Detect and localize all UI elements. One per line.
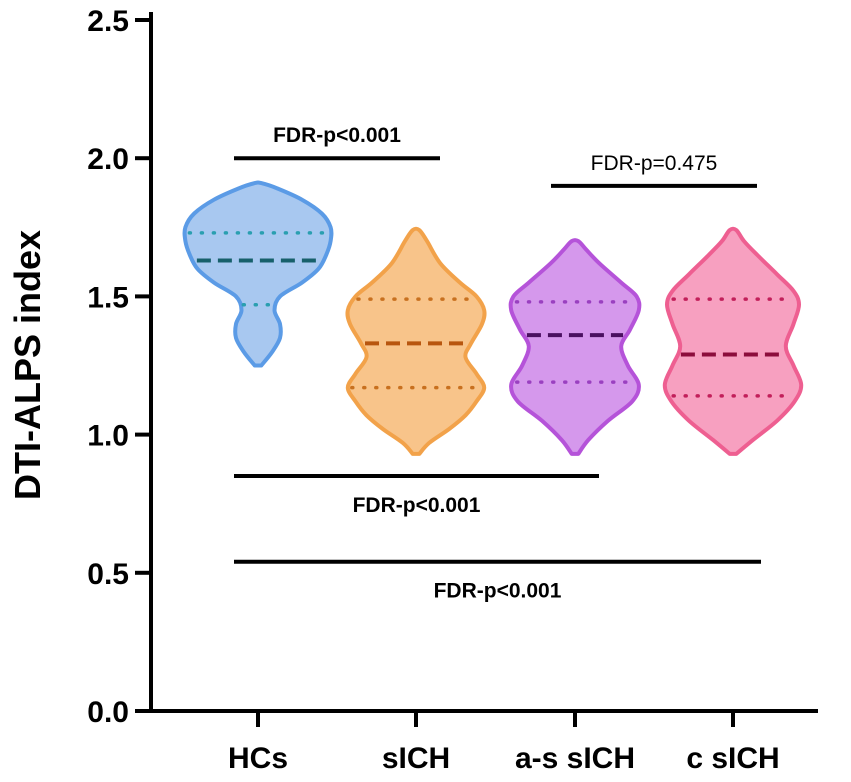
violin-a-s-sICH: [508, 238, 642, 456]
violin-HCs: [182, 180, 334, 368]
y-tick-label: 2.5: [87, 5, 129, 38]
x-category-label: sICH: [382, 742, 450, 775]
y-tick-label: 1.5: [87, 281, 129, 314]
y-tick-label: 1.0: [87, 420, 129, 453]
x-category-label: HCs: [228, 742, 288, 775]
y-tick-label: 0.0: [87, 696, 129, 729]
x-category-label: a-s sICH: [515, 742, 635, 775]
comparison-label: FDR-p<0.001: [434, 580, 562, 603]
y-tick-label: 2.0: [87, 143, 129, 176]
y-axis-title: DTI-ALPS index: [7, 230, 48, 500]
violin-sICH: [345, 226, 487, 456]
x-category-label: c sICH: [686, 742, 779, 775]
comparison-label: FDR-p=0.475: [591, 152, 718, 175]
y-tick-label: 0.5: [87, 558, 129, 591]
comparison-label: FDR-p<0.001: [273, 124, 401, 147]
violin-c-sICH: [662, 226, 804, 456]
comparison-label: FDR-p<0.001: [353, 494, 481, 517]
